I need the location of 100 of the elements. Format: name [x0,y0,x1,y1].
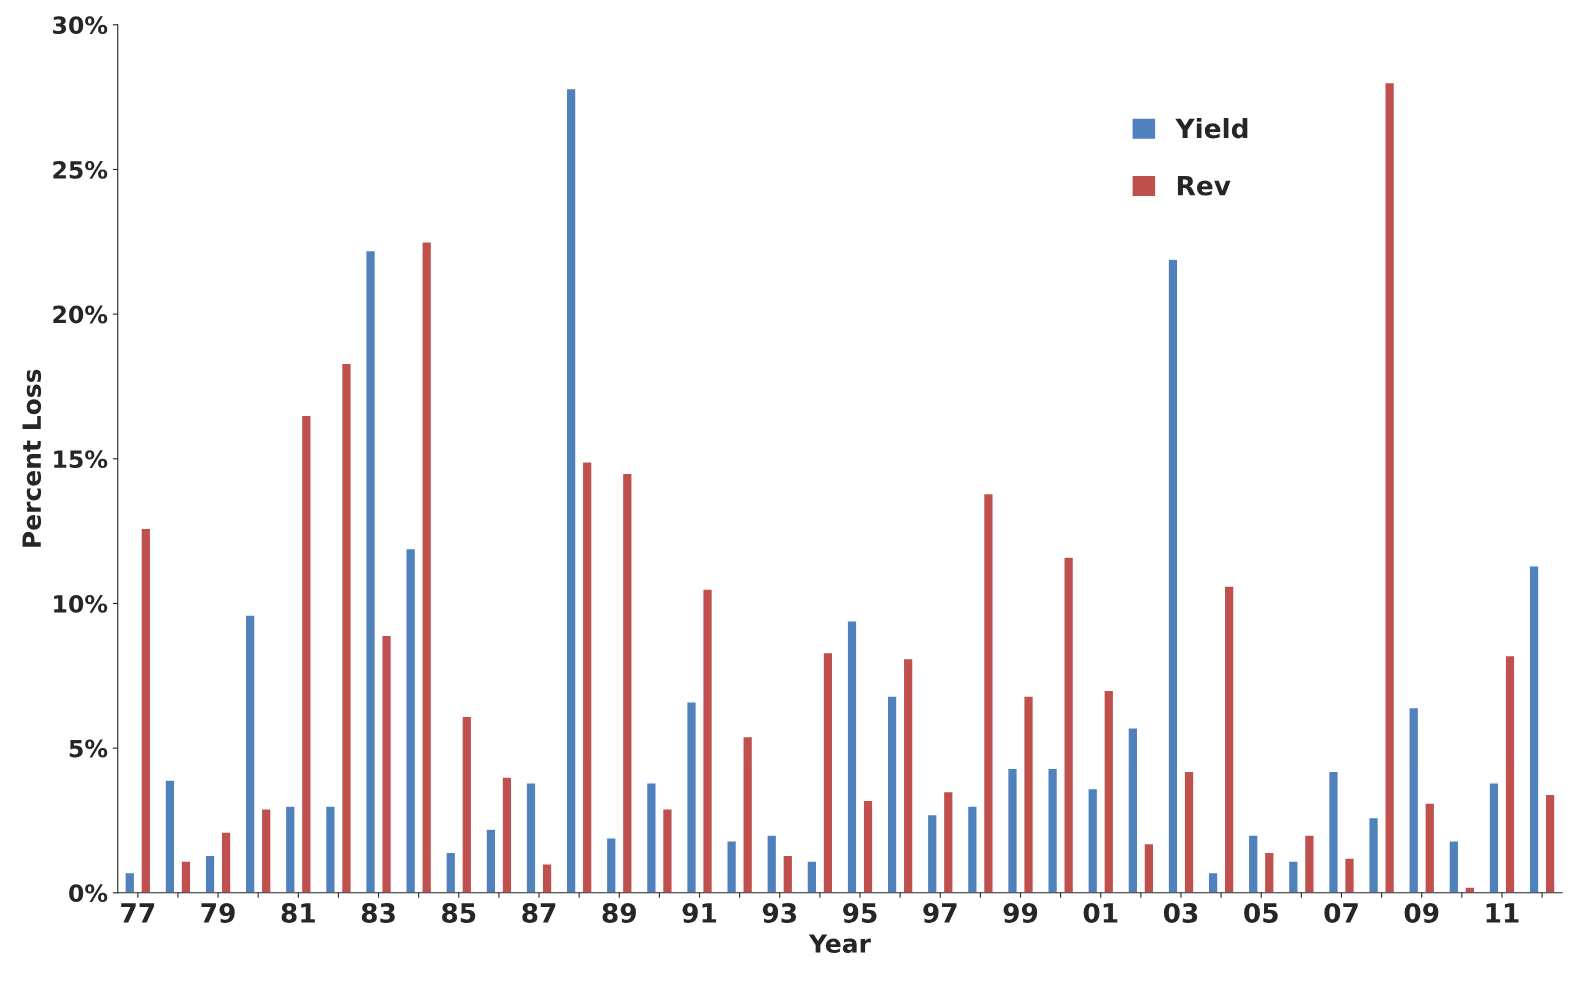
bar [942,790,954,893]
bar [300,414,312,893]
x-tick-label: 89 [602,902,636,923]
x-tick-label: 99 [1003,903,1038,923]
bar [461,715,473,893]
x-tick-label: 05 [1244,902,1278,923]
bar [284,805,296,893]
bar [324,805,336,893]
bar [1006,767,1018,893]
bar [1263,851,1275,893]
x-tick-label: 77 [121,903,155,923]
bar [886,695,898,893]
legend-label: Yield [1175,117,1248,139]
bar [726,840,738,893]
bar [806,860,818,893]
bar [645,782,657,893]
bar [1408,706,1420,893]
y-tick-label: 5% [69,739,108,758]
bar [1047,767,1059,893]
bar [124,871,136,893]
bar [1127,727,1139,893]
bar [381,634,393,893]
bar [1207,871,1219,893]
bar [1488,782,1500,893]
bar [565,87,577,893]
x-tick-label: 03 [1163,902,1198,923]
bar [501,776,513,893]
bar [702,588,714,893]
x-tick-label: 85 [442,902,476,923]
bar [1384,81,1396,893]
bar [1223,585,1235,893]
bar [1327,770,1339,893]
y-tick-label: 30% [53,16,108,35]
x-tick-label: 09 [1404,902,1439,923]
bar [581,460,593,893]
bar [445,851,457,893]
bar [621,472,633,893]
bar [1448,840,1460,893]
x-tick-label: 83 [361,902,395,923]
bar [1424,802,1436,893]
bar [685,701,698,893]
y-tick-label: 0% [69,884,108,903]
x-tick-label: 11 [1486,903,1519,923]
x-tick-label: 91 [682,903,717,923]
bar [1247,834,1259,893]
bar [340,362,352,893]
bar [902,657,914,893]
bar [525,782,537,893]
bar [1287,860,1299,893]
bar [926,813,938,893]
bar [1343,857,1356,893]
bar [782,854,794,893]
x-tick-label: 97 [923,903,957,923]
bar [1464,886,1476,893]
bar [1504,654,1516,893]
bar [1167,258,1179,893]
bar [485,828,497,893]
bar [1183,770,1195,893]
bar [180,860,192,893]
bar [140,527,152,893]
x-tick-label: 07 [1324,902,1358,923]
bar [605,837,617,893]
x-tick-label: 95 [843,903,877,923]
bar [766,834,778,893]
bar [164,779,176,893]
bar [1023,695,1035,893]
legend-label: Rev [1177,176,1231,196]
x-tick-label: 93 [762,902,797,923]
bar [220,831,232,893]
bar [1087,787,1099,893]
bar [1528,565,1540,893]
bar [1143,842,1155,893]
y-tick-label: 25% [53,160,108,179]
bar [742,735,754,893]
x-tick-label: 79 [201,903,235,923]
bar [204,854,216,893]
bar [1103,689,1115,893]
y-axis-title: Percent Loss [22,369,42,547]
bar [405,547,417,893]
bar [1544,793,1556,893]
bar [244,614,256,893]
bar [1368,816,1380,893]
bar [421,241,433,893]
x-tick-label: 87 [522,902,556,923]
bar [1303,834,1315,893]
x-tick-label: 81 [281,902,315,923]
bar [541,863,553,893]
bar [1063,556,1075,893]
bar [661,808,673,893]
y-tick-label: 10% [54,594,108,613]
bar [365,249,377,893]
x-tick-label: 01 [1083,902,1118,923]
bar [260,808,272,893]
y-tick-label: 15% [54,450,108,469]
x-axis-title: Year [808,934,871,953]
bar [862,799,874,893]
bar [846,620,858,893]
bar [982,492,994,893]
bar [822,651,834,893]
bar [966,805,978,893]
